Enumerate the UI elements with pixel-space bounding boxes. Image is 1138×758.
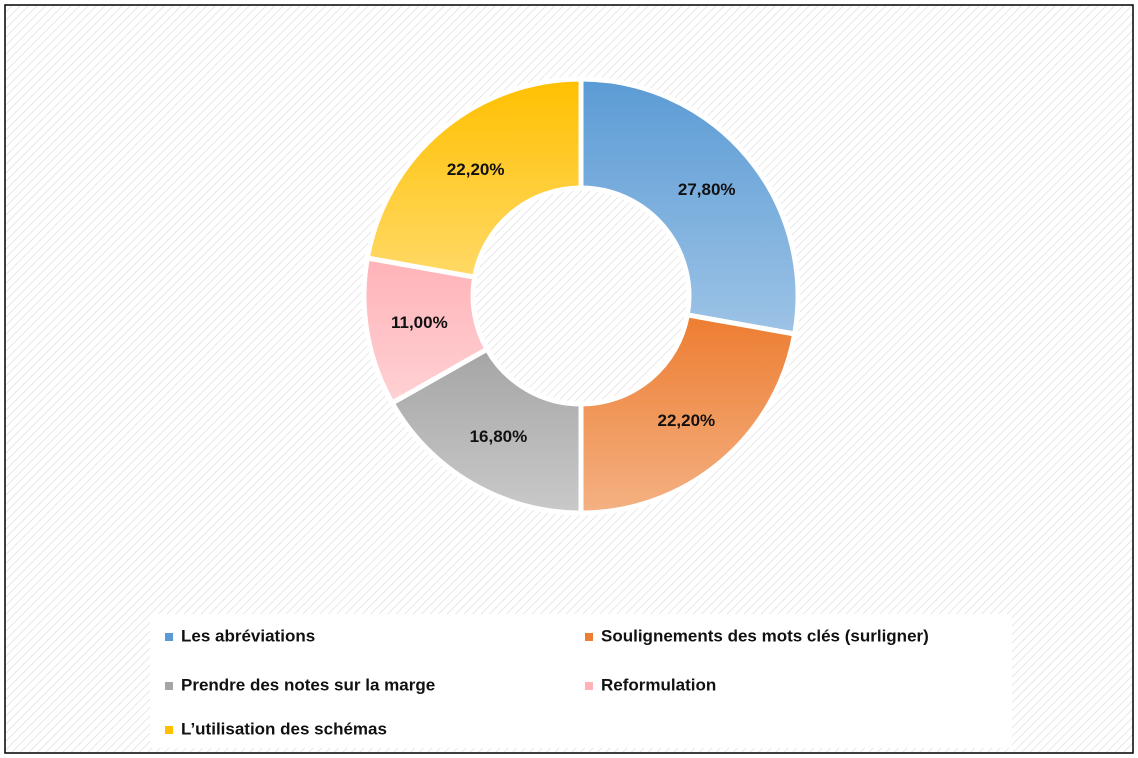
legend-label: Soulignements des mots clés (surligner) xyxy=(601,626,929,645)
donut-slice xyxy=(388,345,584,516)
legend-swatch xyxy=(165,633,173,641)
donut-slice xyxy=(364,76,584,280)
legend-swatch xyxy=(165,682,173,690)
legend-swatch xyxy=(585,633,593,641)
legend-label: Reformulation xyxy=(601,675,716,694)
legend-label: Prendre des notes sur la marge xyxy=(181,675,435,694)
legend-swatch xyxy=(165,726,173,734)
legend-swatch xyxy=(585,682,593,690)
data-label: 16,80% xyxy=(470,427,528,446)
donut-slice xyxy=(578,76,801,337)
data-label: 27,80% xyxy=(678,180,736,199)
data-label: 11,00% xyxy=(391,313,448,332)
legend-label: L’utilisation des schémas xyxy=(181,719,387,738)
donut-slice xyxy=(578,312,798,516)
legend-box xyxy=(150,614,1012,748)
data-label: 22,20% xyxy=(657,411,715,430)
legend-label: Les abréviations xyxy=(181,626,315,645)
data-label: 22,20% xyxy=(447,160,505,179)
